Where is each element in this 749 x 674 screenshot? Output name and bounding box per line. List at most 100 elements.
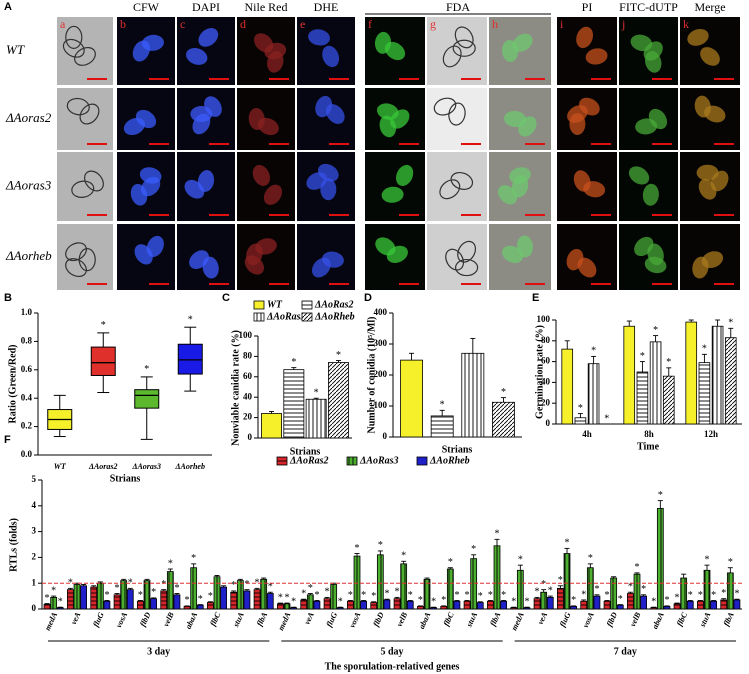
- bar: [662, 375, 675, 425]
- panel-letter: C: [222, 292, 230, 304]
- bar: [492, 401, 515, 438]
- bar: [623, 325, 636, 425]
- x-axis-label: Strians: [290, 446, 321, 457]
- cell: [576, 26, 594, 49]
- y-tick-label: 0: [32, 603, 37, 613]
- bar: [561, 348, 574, 425]
- significance: *: [384, 588, 389, 599]
- column-header: FITC-dUTP: [619, 0, 678, 14]
- bar: [243, 590, 251, 610]
- cell: [376, 103, 399, 120]
- significance: *: [488, 590, 493, 601]
- cell: [192, 113, 211, 135]
- significance: *: [702, 344, 707, 355]
- bar: [166, 571, 174, 610]
- bar: [616, 604, 624, 610]
- micrograph: [680, 17, 740, 85]
- cell: [687, 28, 709, 46]
- bar: [724, 337, 737, 425]
- bar: [67, 589, 74, 610]
- cell: [197, 170, 215, 192]
- cell: [579, 97, 600, 116]
- significance: *: [278, 592, 283, 603]
- significance: *: [291, 596, 296, 607]
- significance: *: [591, 346, 596, 357]
- significance: *: [618, 594, 623, 605]
- bar: [80, 585, 87, 610]
- micrograph: [489, 17, 551, 85]
- bar: [300, 599, 308, 610]
- bar: [580, 600, 588, 610]
- bar: [253, 589, 261, 610]
- group-label: 7 day: [614, 646, 637, 657]
- cell: [65, 242, 87, 262]
- cell-letter: g: [430, 17, 436, 31]
- cell-letter: k: [683, 17, 689, 31]
- micrograph-bg: [237, 152, 295, 221]
- bar: [73, 584, 81, 610]
- bar: [603, 600, 611, 610]
- y-tick-label: 400: [374, 307, 388, 317]
- cell: [511, 175, 529, 198]
- micrograph: [557, 17, 617, 85]
- panel-letter: F: [4, 434, 11, 446]
- micrograph: [237, 152, 295, 221]
- micrograph-bg: [365, 152, 425, 221]
- bar: [328, 362, 349, 439]
- significance: *: [728, 557, 733, 568]
- micrograph: [427, 152, 487, 221]
- bar: [283, 603, 291, 610]
- y-tick-label: 200: [374, 369, 388, 379]
- cell: [450, 171, 474, 190]
- bar: [698, 362, 711, 425]
- significance: *: [558, 575, 563, 586]
- cell: [433, 97, 457, 116]
- significance: *: [441, 595, 446, 606]
- legend-swatch: [253, 300, 265, 310]
- cell-letter: f: [368, 17, 372, 31]
- bar: [720, 599, 728, 610]
- cell: [308, 29, 330, 46]
- significance: *: [128, 578, 133, 589]
- significance: *: [51, 585, 56, 596]
- bar: [563, 553, 571, 610]
- bar: [726, 572, 734, 610]
- micrograph: [619, 224, 678, 290]
- bar: [633, 573, 641, 610]
- bar: [557, 587, 564, 610]
- significance: *: [198, 594, 203, 605]
- column-header: CFW: [133, 0, 160, 14]
- bar: [236, 580, 244, 610]
- bar: [487, 600, 494, 610]
- significance: *: [588, 553, 593, 564]
- bar: [686, 600, 694, 610]
- micrograph: [365, 224, 425, 290]
- bar: [383, 599, 391, 610]
- bar: [673, 603, 681, 610]
- micrograph: [489, 152, 551, 221]
- bar: [260, 578, 268, 610]
- significance: *: [640, 351, 645, 362]
- bar: [376, 554, 384, 610]
- cell: [455, 258, 479, 277]
- significance: *: [728, 318, 733, 329]
- significance: *: [448, 557, 453, 568]
- significance: *: [188, 314, 193, 325]
- column-header: DAPI: [192, 0, 220, 14]
- row-label: WT: [6, 42, 25, 57]
- significance: *: [45, 593, 50, 604]
- significance: *: [336, 350, 341, 361]
- significance: *: [541, 579, 546, 590]
- significance: *: [115, 583, 120, 594]
- significance: *: [594, 584, 599, 595]
- cell: [322, 251, 344, 268]
- significance: *: [658, 490, 663, 501]
- cell: [585, 48, 608, 65]
- y-tick-label: 100: [537, 314, 551, 324]
- micrograph: [117, 88, 175, 150]
- micrograph: [117, 152, 175, 221]
- micrograph: [297, 152, 355, 221]
- micrograph: [177, 152, 235, 221]
- significance: *: [138, 590, 143, 601]
- significance: *: [666, 357, 671, 368]
